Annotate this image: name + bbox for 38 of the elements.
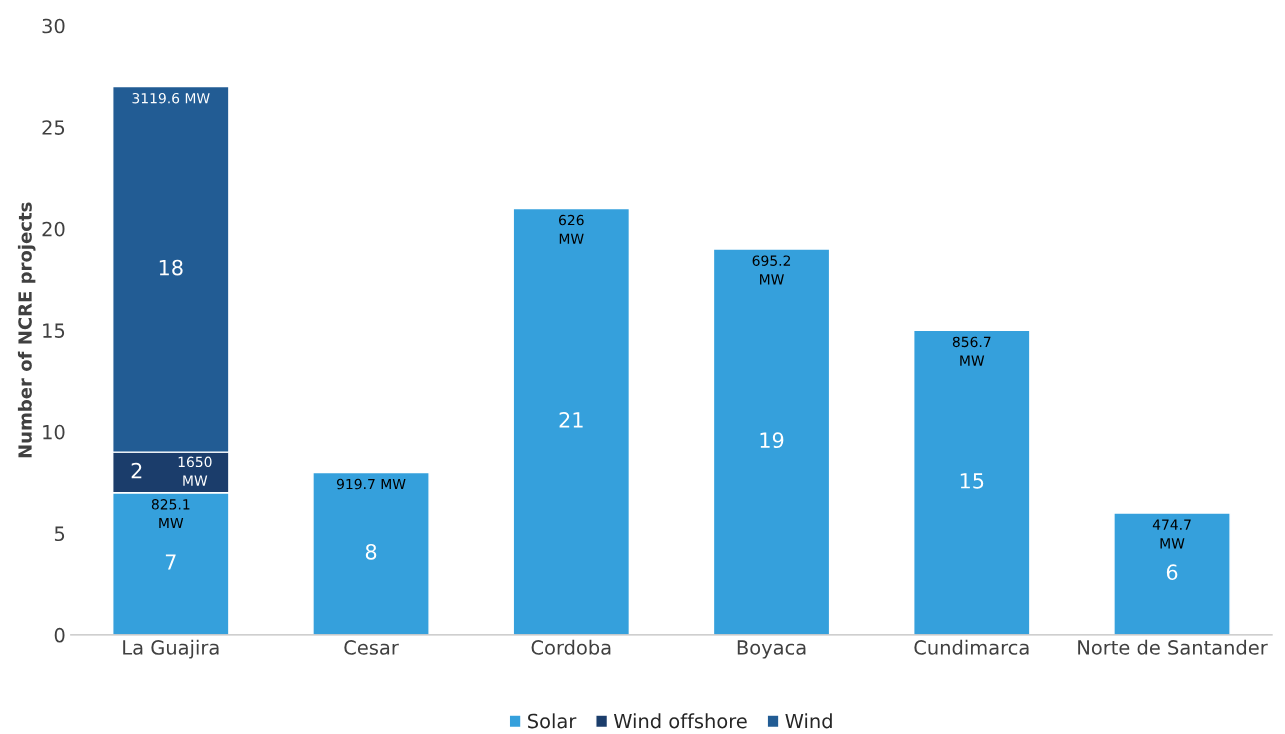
- annotation: 474.7 MW: [1152, 519, 1191, 549]
- y-tick-label: 20: [42, 221, 65, 237]
- data-label: 18: [159, 259, 183, 276]
- y-axis-title: Number of NCRE projects: [17, 202, 36, 458]
- x-tick-label: Cesar: [344, 640, 399, 655]
- x-tick-label: Cordoba: [531, 639, 611, 655]
- x-tick-label: Boyaca: [737, 640, 806, 659]
- data-label: 8: [365, 543, 377, 560]
- bar: [712, 248, 831, 635]
- bar: [512, 207, 631, 635]
- annotation: 3119.6 MW: [132, 92, 210, 104]
- x-tick-label: Norte de Santander: [1078, 639, 1268, 655]
- y-tick-label: 30: [42, 18, 65, 34]
- bar: [913, 329, 1031, 635]
- data-label: 7: [165, 554, 176, 570]
- y-tick-label: 15: [43, 323, 65, 338]
- y-tick-label: 10: [43, 424, 65, 440]
- annotation: 825.1 MW: [151, 499, 190, 529]
- y-tick-label: 5: [54, 526, 65, 542]
- bar: [1113, 512, 1231, 635]
- annotation: 919.7 MW: [336, 478, 406, 490]
- data-label: 15: [960, 473, 984, 489]
- annotation: 695.2 MW: [752, 255, 791, 285]
- y-tick-label: 0: [54, 627, 65, 643]
- y-tick-label: 25: [42, 120, 65, 135]
- annotation: 626 MW: [559, 214, 584, 244]
- bar: [312, 471, 430, 635]
- x-tick-label: Cundimarca: [914, 639, 1029, 655]
- data-label: 2: [131, 462, 142, 479]
- legend-label: Wind: [785, 713, 832, 729]
- legend-label: Wind offshore: [613, 713, 747, 729]
- data-label: 21: [559, 411, 583, 428]
- annotation: 856.7 MW: [952, 336, 991, 366]
- x-tick-label: La Guajira: [123, 639, 219, 659]
- legend-label: Solar: [528, 713, 577, 729]
- annotation: 1650 MW: [178, 456, 212, 486]
- data-label: 19: [760, 432, 784, 449]
- data-label: 6: [1166, 564, 1178, 581]
